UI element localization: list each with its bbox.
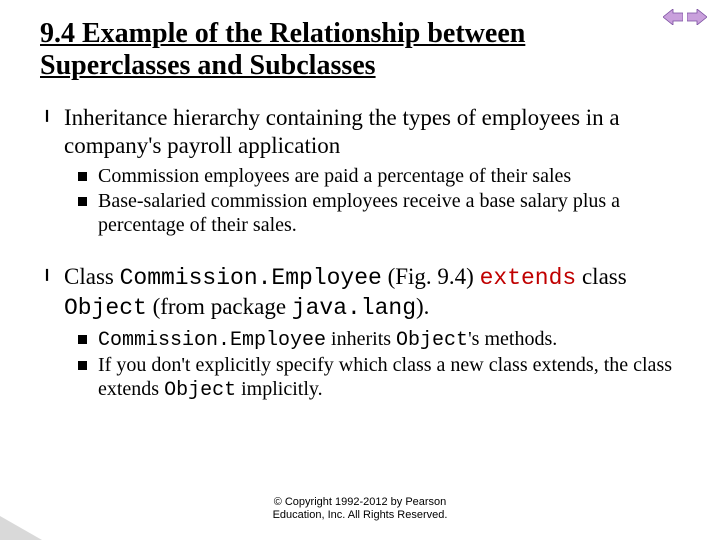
sub-list-item: Commission.Employee inherits Object's me… [78,328,680,353]
body-text: (Fig. 9.4) [382,264,480,289]
body-text: class [576,264,626,289]
code-text: Object [164,379,236,402]
sub-list: Commission.Employee inherits Object's me… [40,328,680,403]
next-arrow-icon[interactable] [686,8,708,26]
body-text: Inheritance hierarchy containing the typ… [64,105,620,157]
footer: © Copyright 1992-2012 by Pearson Educati… [0,496,720,522]
code-text: java.lang [292,295,416,321]
body-text: implicitly. [236,378,322,400]
list-item: Inheritance hierarchy containing the typ… [40,104,680,158]
code-text: Object [64,295,147,321]
body-text: Base-salaried commission employees recei… [98,190,620,236]
code-text: Commission.Employee [98,329,326,352]
keyword-text: extends [480,265,577,291]
corner-decoration [0,516,42,540]
prev-arrow-icon[interactable] [662,8,684,26]
sub-list: Commission employees are paid a percenta… [40,165,680,238]
body-text: 's methods. [468,328,557,350]
sub-list-item: If you don't explicitly specify which cl… [78,354,680,402]
sub-list-item: Base-salaried commission employees recei… [78,190,680,237]
nav-arrows [662,8,708,26]
body-text: Commission employees are paid a percenta… [98,165,571,187]
body-text: ). [416,294,429,319]
code-text: Object [396,329,468,352]
code-text: Commission.Employee [120,265,382,291]
footer-line2: Education, Inc. All Rights Reserved. [0,509,720,522]
list-item: Class Commission.Employee (Fig. 9.4) ext… [40,263,680,321]
page-title: 9.4 Example of the Relationship between … [40,18,680,82]
sub-list-item: Commission employees are paid a percenta… [78,165,680,189]
body-text: inherits [326,328,396,350]
footer-line1: © Copyright 1992-2012 by Pearson [0,496,720,509]
body-text: Class [64,264,120,289]
main-list: Inheritance hierarchy containing the typ… [40,104,680,402]
body-text: (from package [147,294,292,319]
